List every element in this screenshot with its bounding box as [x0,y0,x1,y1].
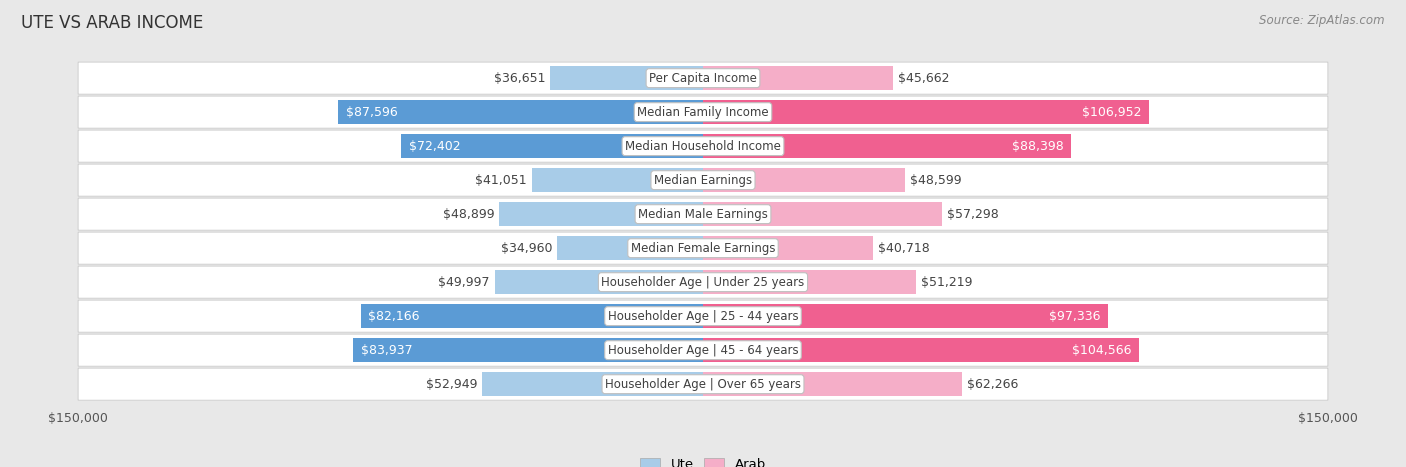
Text: $48,899: $48,899 [443,208,495,221]
Text: $62,266: $62,266 [967,378,1019,391]
Bar [353,338,703,362]
Bar [703,66,893,91]
Text: $45,662: $45,662 [898,71,949,85]
FancyBboxPatch shape [79,62,1327,94]
Bar [550,66,703,91]
Text: Householder Age | Under 25 years: Householder Age | Under 25 years [602,276,804,289]
Bar [557,236,703,261]
Bar [482,372,703,396]
FancyBboxPatch shape [79,266,1327,298]
Text: Median Family Income: Median Family Income [637,106,769,119]
Text: Median Household Income: Median Household Income [626,140,780,153]
Text: $72,402: $72,402 [409,140,461,153]
Text: $40,718: $40,718 [877,241,929,255]
Bar [703,270,917,294]
Text: Source: ZipAtlas.com: Source: ZipAtlas.com [1260,14,1385,27]
Bar [703,372,962,396]
Text: $87,596: $87,596 [346,106,398,119]
FancyBboxPatch shape [79,334,1327,366]
Bar [703,168,905,192]
Bar [531,168,703,192]
Text: Median Male Earnings: Median Male Earnings [638,208,768,221]
Text: $51,219: $51,219 [921,276,973,289]
Text: $49,997: $49,997 [439,276,489,289]
Bar [703,100,1149,124]
Bar [495,270,703,294]
Text: Per Capita Income: Per Capita Income [650,71,756,85]
Text: Householder Age | 45 - 64 years: Householder Age | 45 - 64 years [607,344,799,357]
FancyBboxPatch shape [79,96,1327,128]
FancyBboxPatch shape [79,130,1327,162]
Bar [703,134,1071,158]
Text: $82,166: $82,166 [368,310,420,323]
Text: $41,051: $41,051 [475,174,527,187]
FancyBboxPatch shape [79,300,1327,332]
Text: Median Female Earnings: Median Female Earnings [631,241,775,255]
Text: $36,651: $36,651 [494,71,546,85]
Bar [703,338,1139,362]
Text: $48,599: $48,599 [911,174,962,187]
Bar [401,134,703,158]
Text: Median Earnings: Median Earnings [654,174,752,187]
Text: Householder Age | Over 65 years: Householder Age | Over 65 years [605,378,801,391]
Bar [337,100,703,124]
Text: UTE VS ARAB INCOME: UTE VS ARAB INCOME [21,14,204,32]
Text: $83,937: $83,937 [361,344,412,357]
Text: $57,298: $57,298 [946,208,998,221]
FancyBboxPatch shape [79,198,1327,230]
Text: $97,336: $97,336 [1049,310,1101,323]
Bar [703,236,873,261]
Text: $88,398: $88,398 [1012,140,1064,153]
Text: $34,960: $34,960 [501,241,553,255]
Text: $52,949: $52,949 [426,378,478,391]
Bar [703,202,942,226]
FancyBboxPatch shape [79,368,1327,400]
Bar [703,304,1108,328]
FancyBboxPatch shape [79,164,1327,196]
Text: $106,952: $106,952 [1081,106,1142,119]
Bar [499,202,703,226]
Text: $104,566: $104,566 [1071,344,1130,357]
Bar [361,304,703,328]
Text: Householder Age | 25 - 44 years: Householder Age | 25 - 44 years [607,310,799,323]
FancyBboxPatch shape [79,232,1327,264]
Legend: Ute, Arab: Ute, Arab [636,453,770,467]
